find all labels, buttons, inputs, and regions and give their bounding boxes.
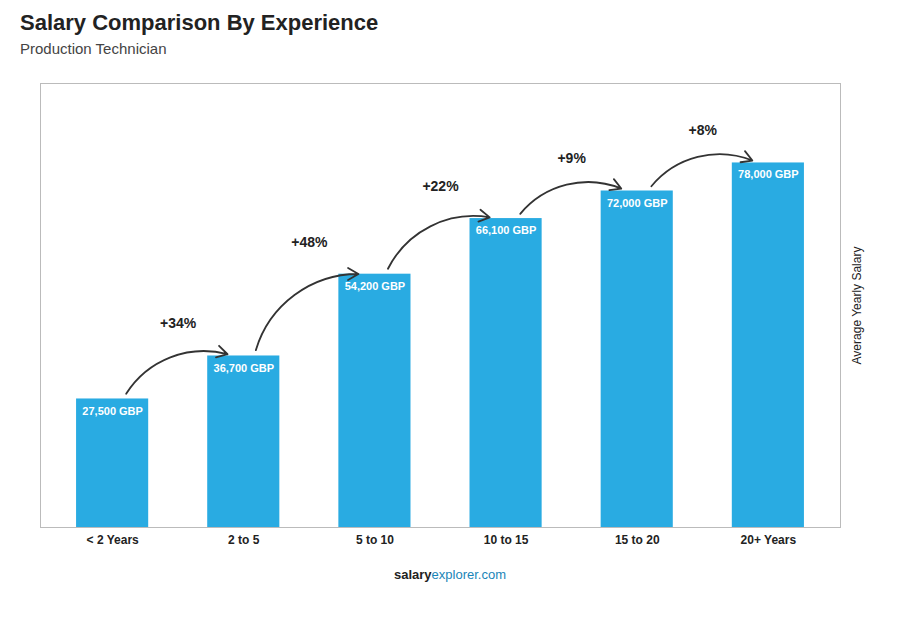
svg-text:54,200 GBP: 54,200 GBP xyxy=(345,280,406,292)
svg-text:+34%: +34% xyxy=(160,315,197,331)
svg-text:10 to 15: 10 to 15 xyxy=(484,533,529,547)
svg-text:< 2 Years: < 2 Years xyxy=(87,533,139,547)
svg-text:5 to 10: 5 to 10 xyxy=(356,533,394,547)
html-text:Salary Comparison By Experienc: Salary Comparison By Experience xyxy=(20,10,379,35)
svg-text:27,500 GBP: 27,500 GBP xyxy=(82,404,143,416)
svg-text:+22%: +22% xyxy=(422,178,459,194)
svg-text:+8%: +8% xyxy=(689,122,718,138)
svg-text:36,700 GBP: 36,700 GBP xyxy=(214,361,275,373)
svg-text:15 to 20: 15 to 20 xyxy=(615,533,660,547)
svg-text:78,000 GBP: 78,000 GBP xyxy=(738,168,799,180)
svg-text:+48%: +48% xyxy=(291,234,328,250)
svg-text:20+ Years: 20+ Years xyxy=(741,533,797,547)
svg-text:2 to 5: 2 to 5 xyxy=(228,533,260,547)
html-text:salary explorer.com: salary explorer.com xyxy=(394,567,506,582)
svg-text:72,000 GBP: 72,000 GBP xyxy=(607,197,668,209)
svg-text:+9%: +9% xyxy=(557,150,586,166)
svg-text:Average Yearly Salary: Average Yearly Salary xyxy=(850,247,864,365)
svg-text:66,100 GBP: 66,100 GBP xyxy=(476,224,537,236)
html-text:Production Technician: Production Technician xyxy=(20,40,167,57)
